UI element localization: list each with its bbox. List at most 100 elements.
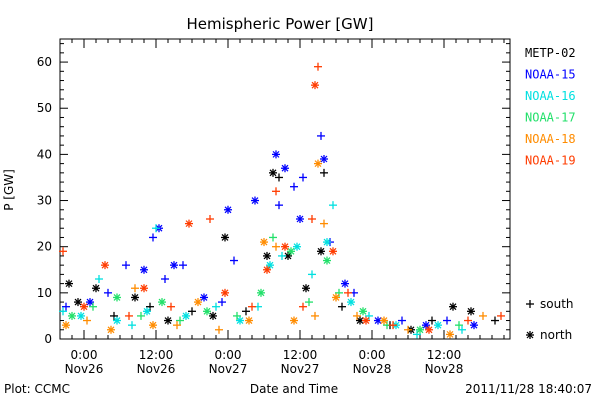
data-point-north: [62, 321, 70, 330]
data-point-south: [353, 311, 361, 320]
data-point-north: [158, 298, 166, 307]
data-point-south: [458, 325, 466, 334]
plot-axes: [59, 38, 511, 340]
x-axis-label: Date and Time: [250, 382, 338, 396]
star-diag-b: [281, 164, 289, 172]
data-point-north: [131, 293, 139, 302]
data-point-south: [329, 201, 337, 210]
data-point-north: [467, 307, 475, 316]
data-point-south: [305, 298, 313, 307]
star-diag-b: [200, 294, 208, 301]
x-tick-date-label: Nov28: [353, 362, 392, 376]
x-tick-date-label: Nov28: [425, 362, 464, 376]
star-diag-b: [80, 303, 88, 311]
star-diag-b: [143, 307, 151, 315]
star-diag-b: [269, 169, 277, 177]
data-point-north: [182, 311, 190, 320]
star-diag-b: [281, 243, 289, 251]
star-diag-b: [470, 321, 478, 329]
legend-marker-label: south: [540, 297, 574, 311]
data-point-south: [83, 316, 91, 325]
data-point-north: [434, 321, 442, 330]
star-diag-b: [185, 220, 193, 228]
data-point-south: [59, 247, 67, 256]
legend-series-label: NOAA-19: [525, 154, 576, 168]
x-tick-date-label: Nov26: [137, 362, 176, 376]
data-point-north: [323, 256, 331, 265]
star-diag-b: [101, 261, 109, 269]
star-diag-b: [140, 266, 148, 274]
data-point-north: [140, 284, 148, 293]
star-diag-b: [65, 280, 73, 288]
star-diag-b: [329, 247, 337, 255]
data-point-south: [230, 256, 238, 265]
data-point-north: [113, 293, 121, 302]
star-diag-b: [194, 298, 202, 306]
star-diag-b: [107, 326, 115, 334]
data-point-south: [398, 316, 406, 325]
data-point-north: [65, 279, 73, 288]
data-point-south: [317, 131, 325, 140]
x-tick-date-label: Nov27: [281, 362, 320, 376]
data-point-south: [179, 261, 187, 270]
data-point-north: [185, 219, 193, 228]
data-point-north: [290, 316, 298, 325]
star-diag-b: [140, 284, 148, 292]
star-diag-b: [113, 317, 121, 324]
data-point-north: [266, 261, 274, 270]
star-diag-b: [77, 312, 85, 320]
data-point-north: [209, 311, 217, 320]
star-diag-b: [302, 284, 310, 292]
star-diag-b: [449, 303, 457, 311]
data-point-south: [206, 215, 214, 223]
data-point-south: [215, 325, 223, 334]
data-point-north: [281, 164, 289, 173]
data-point-north: [107, 325, 115, 334]
data-point-south: [455, 321, 463, 330]
star-diag-b: [257, 289, 265, 297]
data-point-south: [218, 298, 226, 307]
data-point-south: [308, 215, 316, 223]
data-point-north: [272, 150, 280, 159]
star-diag-b: [224, 206, 232, 214]
star-diag-b: [236, 317, 244, 324]
data-point-north: [359, 307, 367, 316]
legend-marker-label: north: [540, 328, 572, 342]
data-point-north: [92, 284, 100, 293]
x-tick-time-label: 0:00: [359, 348, 386, 362]
data-point-south: [464, 316, 472, 325]
data-point-north: [140, 265, 148, 274]
star-diag-b: [92, 284, 100, 292]
star-diag-b: [425, 326, 433, 334]
data-point-south: [128, 321, 136, 330]
star-diag-b: [182, 312, 190, 320]
data-point-north: [221, 233, 229, 242]
legend-series-label: NOAA-15: [525, 68, 576, 82]
data-point-south: [131, 284, 139, 293]
star-diag-b: [332, 294, 340, 301]
data-point-north: [446, 330, 454, 339]
star-diag-b: [251, 197, 259, 204]
star-diag-b: [323, 257, 331, 264]
data-point-north: [86, 298, 94, 307]
star-diag-b: [131, 294, 139, 301]
y-tick-label: 40: [37, 147, 52, 161]
data-point-north: [263, 251, 271, 260]
data-point-south: [89, 302, 97, 311]
data-point-south: [299, 173, 307, 182]
data-point-south: [272, 242, 280, 251]
star-diag-b: [290, 317, 298, 324]
star-diag-b: [317, 247, 325, 255]
data-point-south: [161, 275, 169, 283]
data-points: [59, 62, 505, 339]
star-diag-b: [164, 317, 172, 324]
data-point-south: [344, 288, 352, 297]
data-point-south: [269, 233, 277, 242]
chart-title: Hemispheric Power [GW]: [187, 15, 374, 33]
data-point-north: [287, 247, 295, 256]
star-diag-b: [113, 294, 121, 301]
data-point-south: [275, 173, 283, 182]
data-point-north: [77, 311, 85, 320]
star-diag-b: [272, 150, 280, 158]
